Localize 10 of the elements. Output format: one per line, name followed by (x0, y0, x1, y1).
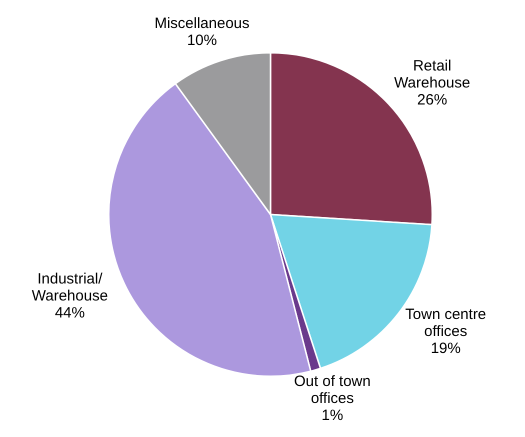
slice-label: Town centre offices (405, 306, 486, 340)
data-label: 1% (322, 406, 344, 424)
slice-label: Miscellaneous (154, 14, 250, 32)
data-label: 19% (430, 340, 461, 358)
data-label: 26% (417, 91, 448, 108)
slice-label: Industrial/ Warehouse (32, 270, 108, 304)
data-label: 10% (186, 32, 217, 49)
slice-label: Retail Warehouse (394, 57, 470, 92)
data-label: 44% (54, 304, 85, 322)
slice-label: Out of town offices (294, 372, 371, 407)
